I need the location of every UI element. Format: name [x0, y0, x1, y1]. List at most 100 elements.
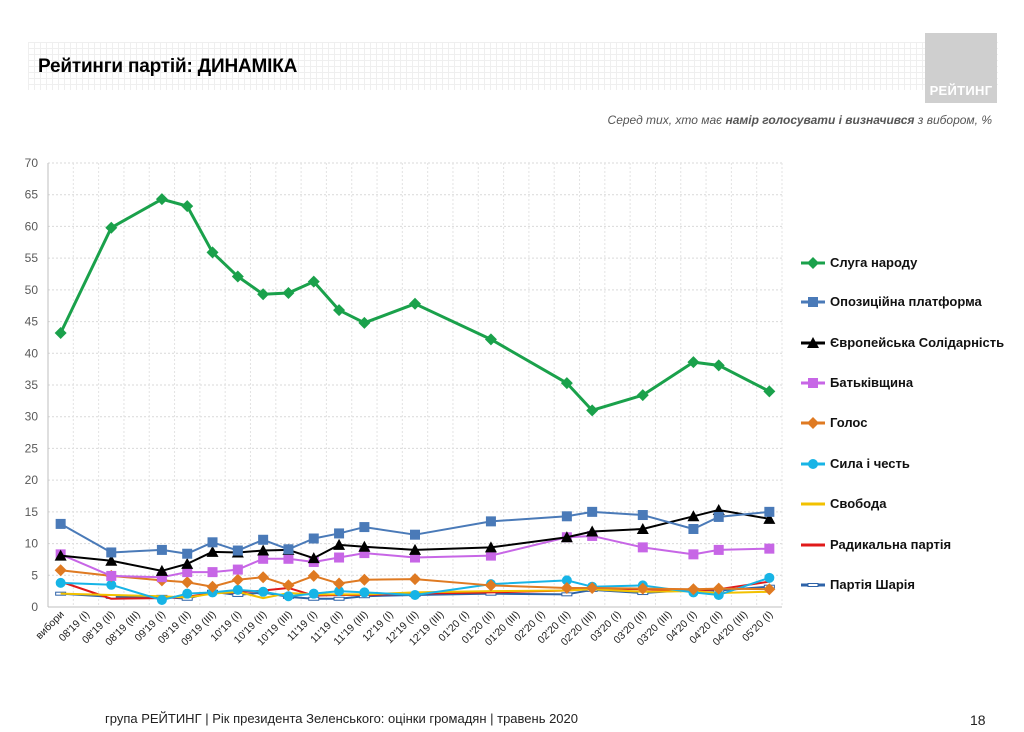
grid [47, 162, 783, 608]
subtitle-part-2: з вибором, % [914, 113, 992, 127]
page-number: 18 [970, 712, 986, 728]
legend-label: Голос [830, 415, 868, 430]
data-point-square [106, 547, 117, 558]
legend-marker [801, 417, 825, 429]
data-point-square [688, 549, 699, 560]
data-point-diamond [333, 304, 346, 317]
data-point-diamond [333, 577, 346, 590]
y-tick-label: 15 [25, 505, 39, 519]
data-point-triangle [687, 510, 700, 522]
data-point-diamond [54, 326, 67, 339]
subtitle-bold-part: намір голосувати і визначився [725, 113, 915, 127]
data-point-square [156, 544, 167, 555]
legend-label: Сила і честь [830, 456, 910, 471]
data-point-square [764, 543, 775, 554]
data-point-diamond [105, 221, 118, 234]
data-point-square [207, 537, 218, 548]
data-point-square [182, 567, 193, 578]
y-tick-label: 65 [25, 188, 39, 202]
data-point-diamond [763, 583, 776, 596]
data-point-triangle [307, 552, 320, 564]
legend-label: Слуга народу [830, 255, 918, 270]
legend-marker [801, 502, 825, 506]
legend-symbol-triangle [807, 337, 819, 348]
data-point-diamond [687, 583, 700, 596]
data-point-circle [359, 587, 370, 598]
data-point-triangle [358, 540, 371, 552]
legend-marker [801, 337, 825, 348]
footer-text: група РЕЙТИНГ | Рік президента Зеленсько… [105, 711, 579, 726]
data-point-square [410, 529, 420, 540]
subtitle-part-1: Серед тих, хто має [607, 113, 726, 127]
legend-item: Сила і честь [800, 454, 1020, 474]
legend-symbol-dash [807, 583, 819, 587]
y-tick-label: 35 [25, 378, 39, 392]
data-point-triangle [206, 545, 219, 557]
data-point-circle [156, 595, 167, 606]
data-point-triangle [54, 549, 67, 561]
data-point-triangle [636, 522, 649, 534]
data-point-diamond [307, 569, 320, 582]
data-point-triangle [105, 554, 118, 566]
data-point-circle [764, 572, 775, 583]
data-point-diamond [307, 275, 320, 288]
data-point-square [283, 544, 294, 555]
series-2 [54, 503, 776, 576]
data-point-diamond [636, 582, 649, 595]
data-point-triangle [484, 541, 497, 553]
y-tick-label: 20 [25, 473, 39, 487]
y-tick-label: 70 [25, 156, 39, 170]
data-point-diamond [763, 385, 776, 398]
data-point-circle [410, 589, 420, 600]
data-point-square [232, 545, 243, 556]
data-point-triangle [155, 564, 168, 576]
data-point-square [55, 518, 66, 529]
data-point-square [359, 522, 370, 533]
data-point-diamond [231, 270, 244, 283]
chart-subtitle: Серед тих, хто має намір голосувати і ви… [608, 113, 992, 127]
legend-marker [801, 459, 825, 469]
data-point-square [410, 552, 420, 563]
data-point-circle [55, 577, 66, 588]
y-tick-label: 30 [25, 410, 39, 424]
data-point-square [637, 510, 648, 521]
y-tick-label: 10 [25, 537, 39, 551]
data-point-diamond [206, 580, 219, 593]
data-point-circle [258, 586, 269, 597]
data-point-square [106, 570, 117, 581]
y-tick-label: 55 [25, 251, 39, 265]
legend-symbol-diamond [807, 257, 819, 269]
series-3 [55, 530, 775, 583]
data-point-diamond [687, 356, 700, 369]
legend-label: Свобода [830, 496, 887, 511]
data-point-diamond [586, 581, 599, 594]
legend-marker [801, 378, 825, 388]
legend-marker [801, 543, 825, 547]
data-point-diamond [231, 573, 244, 586]
data-point-triangle [409, 543, 421, 555]
data-point-triangle [560, 531, 573, 543]
data-point-circle [232, 584, 243, 595]
legend-item: Свобода [800, 494, 1020, 514]
y-tick-label: 25 [25, 441, 39, 455]
series-1 [55, 506, 775, 559]
data-point-square [637, 542, 648, 553]
data-point-circle [713, 589, 724, 600]
data-point-diamond [257, 288, 270, 301]
legend-label: Партія Шарія [830, 577, 915, 592]
legend-symbol-square [808, 378, 818, 388]
data-point-triangle [257, 544, 270, 556]
data-point-square [283, 553, 294, 564]
y-tick-label: 45 [25, 315, 39, 329]
data-point-square [156, 572, 167, 583]
legend-marker [801, 297, 825, 307]
data-point-circle [334, 586, 345, 597]
y-tick-label: 50 [25, 283, 39, 297]
y-tick-label: 60 [25, 219, 39, 233]
data-point-diamond [560, 581, 573, 594]
legend-symbol-circle [808, 459, 818, 469]
logo-text: РЕЙТИНГ [929, 83, 993, 98]
data-point-diamond [484, 333, 497, 346]
legend-symbol-diamond [807, 417, 819, 429]
